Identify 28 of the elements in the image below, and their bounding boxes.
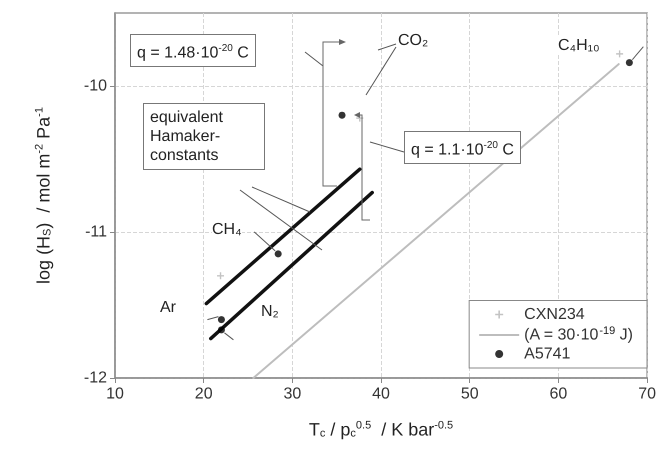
annotation: N₂	[261, 302, 279, 321]
x-tick-label: 70	[638, 386, 656, 402]
point	[218, 316, 225, 324]
annotation: CO₂	[398, 31, 428, 50]
annotation: q = 1.1·10$^{-20}$ C	[404, 131, 521, 164]
x-tick-label: 30	[283, 386, 302, 402]
annotation: equivalent Hamaker-constants	[143, 103, 265, 170]
point	[338, 112, 346, 119]
annotation: q = 1.48·10$^{-20}$ C	[130, 34, 256, 68]
y-tick-label: -11	[85, 224, 108, 240]
annotation: C₄H₁₀	[558, 36, 600, 55]
annotation: Ar	[160, 298, 176, 317]
x-tick-label: 50	[460, 386, 479, 402]
x-tick-label: 60	[550, 386, 568, 402]
point	[626, 59, 633, 66]
point	[616, 50, 624, 58]
x-tick-label: 20	[194, 386, 213, 402]
legend-label: A5741	[524, 346, 571, 362]
annotation: CH₄	[212, 220, 242, 239]
point	[274, 250, 282, 258]
point	[218, 326, 225, 334]
y-axis-title: log (HS) / mol m-2 Pa-1	[34, 107, 54, 284]
point	[217, 272, 224, 280]
y-tick-label: -10	[84, 78, 108, 94]
x-tick-label: 10	[106, 386, 124, 402]
x-tick-label: 40	[372, 386, 390, 402]
y-tick-label: -12	[84, 370, 108, 386]
legend-label: CXN234	[524, 306, 585, 323]
